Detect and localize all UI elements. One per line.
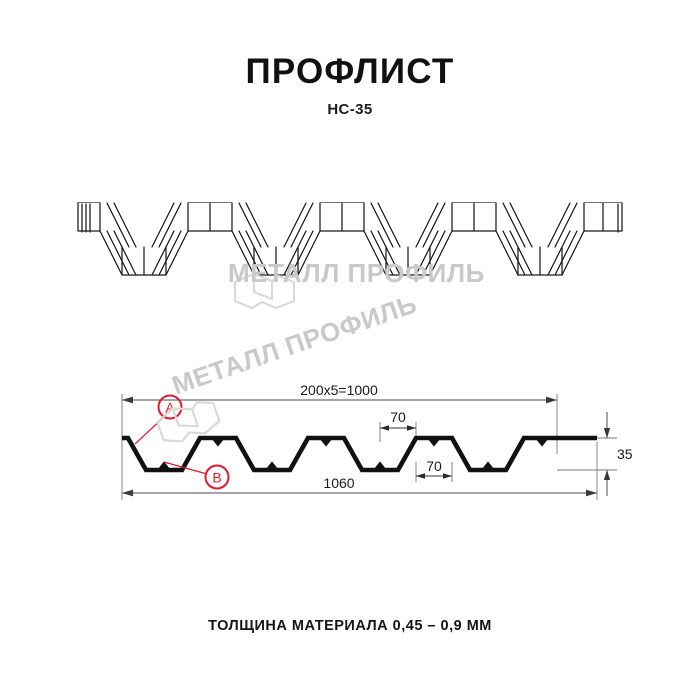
material-thickness-note: ТОЛЩИНА МАТЕРИАЛА 0,45 – 0,9 ММ — [208, 618, 492, 634]
dimension-pitch-total: 200x5=1000 — [122, 382, 557, 404]
arrow-down — [603, 428, 611, 438]
cross-section-svg: 200x5=1000 1060 70 70 — [121, 382, 633, 500]
product-model-subtitle: НС-35 — [327, 101, 373, 118]
callout-b-label: B — [212, 470, 221, 486]
dimension-height-label: 35 — [617, 446, 633, 462]
callout-a-label: A — [165, 400, 175, 416]
dimension-trough-width-label: 70 — [426, 458, 442, 474]
dimension-trough-width: 70 — [416, 458, 452, 479]
arrow-up — [603, 470, 611, 480]
header: ПРОФЛИСТ НС-35 — [0, 52, 700, 118]
dimension-overall-width-label: 1060 — [323, 475, 354, 491]
arrow-left — [416, 473, 425, 479]
profile-wave-path — [122, 435, 597, 473]
isometric-svg — [77, 202, 623, 276]
arrow-right — [443, 473, 452, 479]
callout-a-leader — [134, 416, 165, 445]
callout-b-leader — [163, 461, 208, 475]
arrow-left — [122, 396, 133, 404]
iso-web-stiffener-lines — [106, 202, 578, 276]
arrow-right — [586, 489, 597, 497]
dimension-overall-width: 1060 — [122, 475, 597, 497]
page-title: ПРОФЛИСТ — [245, 52, 455, 91]
arrow-left — [122, 489, 133, 497]
cross-section-drawing: 200x5=1000 1060 70 70 — [95, 350, 635, 515]
arrow-right — [546, 396, 557, 404]
dimension-pitch-total-label: 200x5=1000 — [300, 382, 378, 398]
arrow-right — [407, 425, 416, 431]
dimension-height: 35 — [603, 412, 633, 496]
isometric-sheet-view — [60, 185, 640, 320]
dimension-crest-width: 70 — [380, 409, 416, 431]
profile-outline — [122, 435, 597, 473]
arrow-left — [380, 425, 389, 431]
dimension-crest-width-label: 70 — [390, 409, 406, 425]
footer: ТОЛЩИНА МАТЕРИАЛА 0,45 – 0,9 ММ — [0, 618, 700, 634]
callout-b-circle[interactable] — [204, 464, 230, 490]
iso-groove-marks — [143, 202, 604, 276]
